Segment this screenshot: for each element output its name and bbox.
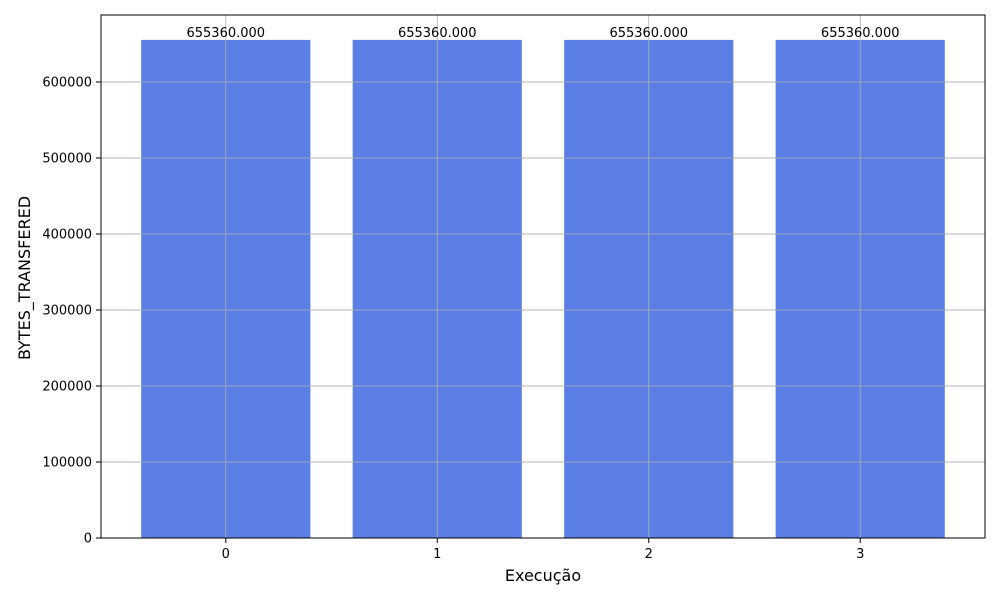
x-tick-label: 3 [856, 547, 864, 562]
plot-frame [100, 14, 986, 539]
y-tick-label: 400000 [42, 227, 92, 242]
x-tick-label: 0 [222, 547, 230, 562]
bar-value-label: 655360.000 [609, 26, 688, 41]
y-tick-label: 500000 [42, 151, 92, 166]
x-tick-label: 2 [645, 547, 653, 562]
y-axis-title: BYTES_TRANSFERED [15, 196, 35, 360]
bar-value-label: 655360.000 [186, 26, 265, 41]
y-tick-label: 600000 [42, 75, 92, 90]
y-tick-label: 300000 [42, 303, 92, 318]
bar-value-label: 655360.000 [398, 26, 477, 41]
axis-layer [96, 14, 986, 543]
x-axis-title: Execução [505, 566, 581, 585]
bar-layer [141, 39, 945, 539]
y-tick-label: 200000 [42, 379, 92, 394]
label-layer: 0 100000 200000 300000 400000 500000 600000 0 1 2… [42, 26, 899, 562]
overlay-grid-layer [101, 15, 985, 539]
bar-value-label: 655360.000 [821, 26, 900, 41]
y-tick-label: 100000 [42, 455, 92, 470]
y-tick-label: 0 [84, 532, 92, 547]
x-tick-label: 1 [433, 547, 441, 562]
